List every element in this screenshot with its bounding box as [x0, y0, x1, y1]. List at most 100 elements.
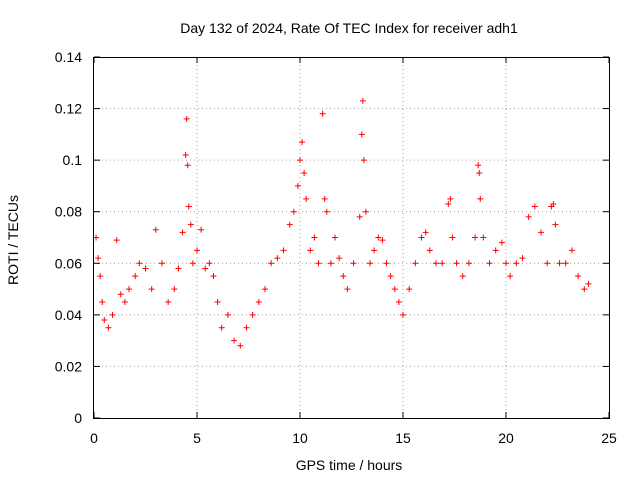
data-point — [303, 195, 310, 202]
data-point — [531, 203, 538, 210]
data-point — [556, 260, 563, 267]
data-point — [585, 280, 592, 287]
data-point — [136, 260, 143, 267]
data-point — [492, 247, 499, 254]
data-point — [286, 221, 293, 228]
y-tick-label: 0.06 — [55, 255, 82, 271]
data-point — [371, 247, 378, 254]
data-point — [158, 260, 165, 267]
data-point — [459, 273, 466, 280]
data-point — [552, 221, 559, 228]
data-point — [237, 342, 244, 349]
x-axis-label: GPS time / hours — [296, 457, 403, 473]
data-point — [426, 247, 433, 254]
data-point — [391, 286, 398, 293]
data-point — [480, 234, 487, 241]
data-point — [336, 255, 343, 262]
plot-frame — [93, 57, 610, 419]
data-point — [465, 260, 472, 267]
data-point — [214, 298, 221, 305]
data-point — [95, 255, 102, 262]
data-point — [206, 260, 213, 267]
data-point — [148, 286, 155, 293]
y-tick-label: 0.12 — [55, 101, 82, 117]
data-point — [301, 170, 308, 177]
data-point — [243, 324, 250, 331]
data-point — [367, 260, 374, 267]
data-point — [449, 234, 456, 241]
data-point — [358, 131, 365, 138]
grid-layer — [94, 57, 609, 418]
data-point — [249, 311, 256, 318]
y-tick-label: 0.14 — [55, 49, 82, 65]
data-point — [255, 298, 262, 305]
data-point — [268, 260, 275, 267]
data-point — [453, 260, 460, 267]
data-point — [439, 260, 446, 267]
data-point — [299, 139, 306, 146]
data-point — [550, 200, 557, 207]
data-point — [562, 260, 569, 267]
data-point — [97, 273, 104, 280]
data-point — [93, 234, 100, 241]
data-point — [198, 226, 205, 233]
data-point — [568, 247, 575, 254]
data-point — [418, 234, 425, 241]
data-point — [445, 200, 452, 207]
data-point — [319, 110, 326, 117]
data-point — [113, 237, 120, 244]
data-point — [356, 213, 363, 220]
data-point — [422, 229, 429, 236]
y-tick-label: 0.08 — [55, 204, 82, 220]
x-tick-label: 10 — [292, 430, 308, 446]
y-axis-label: ROTI / TECUs — [5, 195, 21, 285]
data-point — [175, 265, 182, 272]
data-point — [575, 273, 582, 280]
data-point — [472, 234, 479, 241]
data-point — [294, 182, 301, 189]
chart-title: Day 132 of 2024, Rate Of TEC Index for r… — [180, 20, 518, 36]
data-point — [210, 273, 217, 280]
data-point — [507, 273, 514, 280]
data-point — [101, 317, 108, 324]
data-point — [503, 260, 509, 267]
data-points — [93, 97, 592, 349]
data-point — [182, 151, 189, 158]
data-point — [185, 203, 192, 210]
x-tick-label: 20 — [498, 430, 514, 446]
data-point — [315, 260, 322, 267]
data-point — [121, 298, 128, 305]
data-point — [307, 247, 314, 254]
data-point — [344, 286, 351, 293]
data-point — [297, 157, 303, 164]
data-point — [152, 226, 159, 233]
data-point — [274, 255, 281, 262]
data-point — [99, 298, 106, 305]
data-point — [379, 237, 386, 244]
data-point — [194, 247, 200, 254]
data-point — [400, 311, 406, 318]
data-point — [202, 265, 209, 272]
data-point — [387, 273, 394, 280]
data-point — [321, 195, 328, 202]
data-point — [350, 260, 357, 267]
data-point — [412, 260, 419, 267]
data-point — [432, 260, 439, 267]
data-point — [171, 286, 178, 293]
x-tick-label: 15 — [395, 430, 411, 446]
data-point — [395, 298, 402, 305]
data-point — [476, 170, 483, 177]
data-point — [327, 260, 334, 267]
data-point — [224, 311, 231, 318]
x-tick-label: 5 — [193, 430, 201, 446]
y-tick-label: 0.04 — [55, 307, 82, 323]
y-tick-label: 0 — [74, 410, 82, 426]
data-point — [142, 265, 149, 272]
data-point — [261, 286, 268, 293]
data-point — [498, 239, 505, 246]
tick-layer: 0 5 10 15 20 25 0 0.02 0.04 0.06 0.08 0.1 0.12 0.14 — [55, 49, 617, 446]
data-point — [447, 195, 454, 202]
x-tick-label: 0 — [90, 430, 98, 446]
data-point — [132, 273, 139, 280]
